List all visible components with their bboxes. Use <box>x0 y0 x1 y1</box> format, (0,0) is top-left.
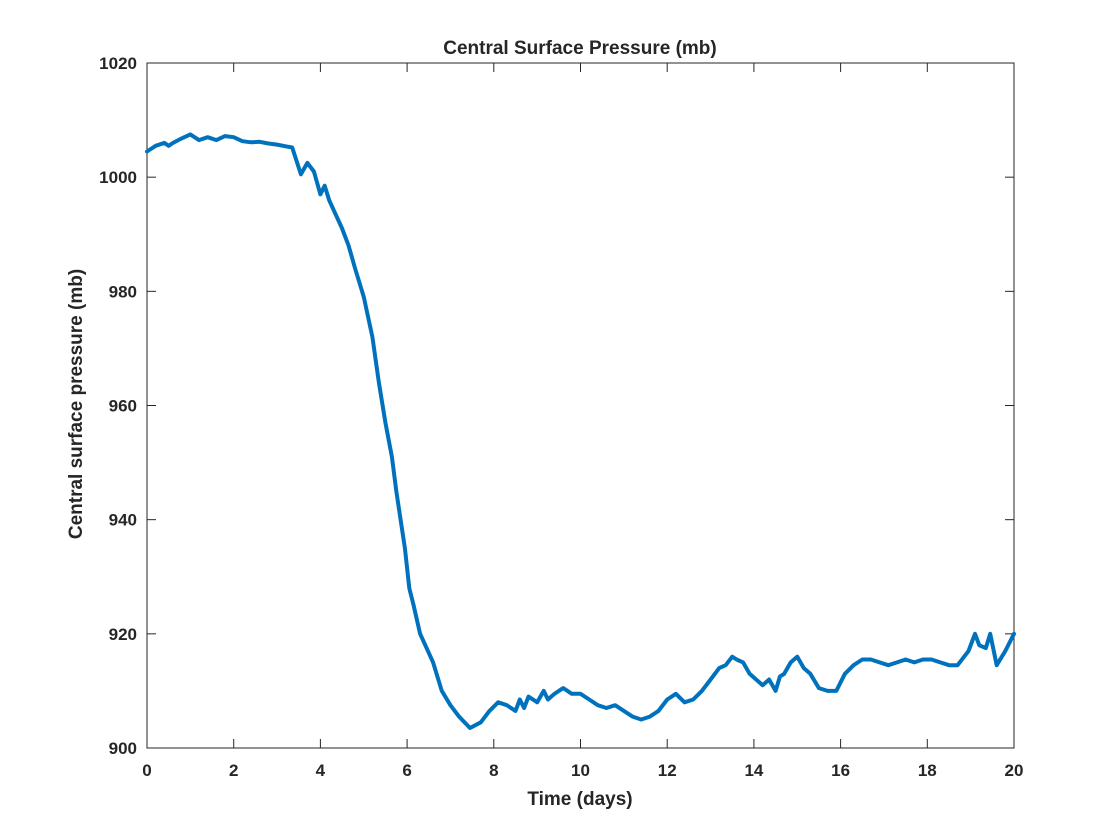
x-tick-label: 12 <box>658 761 677 780</box>
y-tick-label: 1000 <box>99 168 137 187</box>
x-tick-label: 6 <box>402 761 411 780</box>
x-tick-label: 0 <box>142 761 151 780</box>
y-tick-label: 940 <box>109 511 137 530</box>
chart-title: Central Surface Pressure (mb) <box>443 38 717 59</box>
x-tick-label: 14 <box>744 761 763 780</box>
plot-area: 0 2 4 6 8 10 12 14 16 18 20 900 920 940 960 980 1000 1020 <box>99 54 1023 780</box>
x-tick-label: 10 <box>571 761 590 780</box>
x-tick-label: 18 <box>918 761 937 780</box>
y-axis-title: Central surface pressure (mb) <box>66 269 87 539</box>
x-tick-label: 20 <box>1005 761 1024 780</box>
y-tick-label: 980 <box>109 282 137 301</box>
x-tick-label: 16 <box>831 761 850 780</box>
y-tick-label: 960 <box>109 397 137 416</box>
x-tick-label: 4 <box>316 761 326 780</box>
x-tick-label: 2 <box>229 761 238 780</box>
y-tick-label: 1020 <box>99 54 137 73</box>
x-axis-title: Time (days) <box>527 789 632 810</box>
y-tick-label: 900 <box>109 739 137 758</box>
y-tick-label: 920 <box>109 625 137 644</box>
x-tick-label: 8 <box>489 761 498 780</box>
series-line-0 <box>145 132 1016 730</box>
